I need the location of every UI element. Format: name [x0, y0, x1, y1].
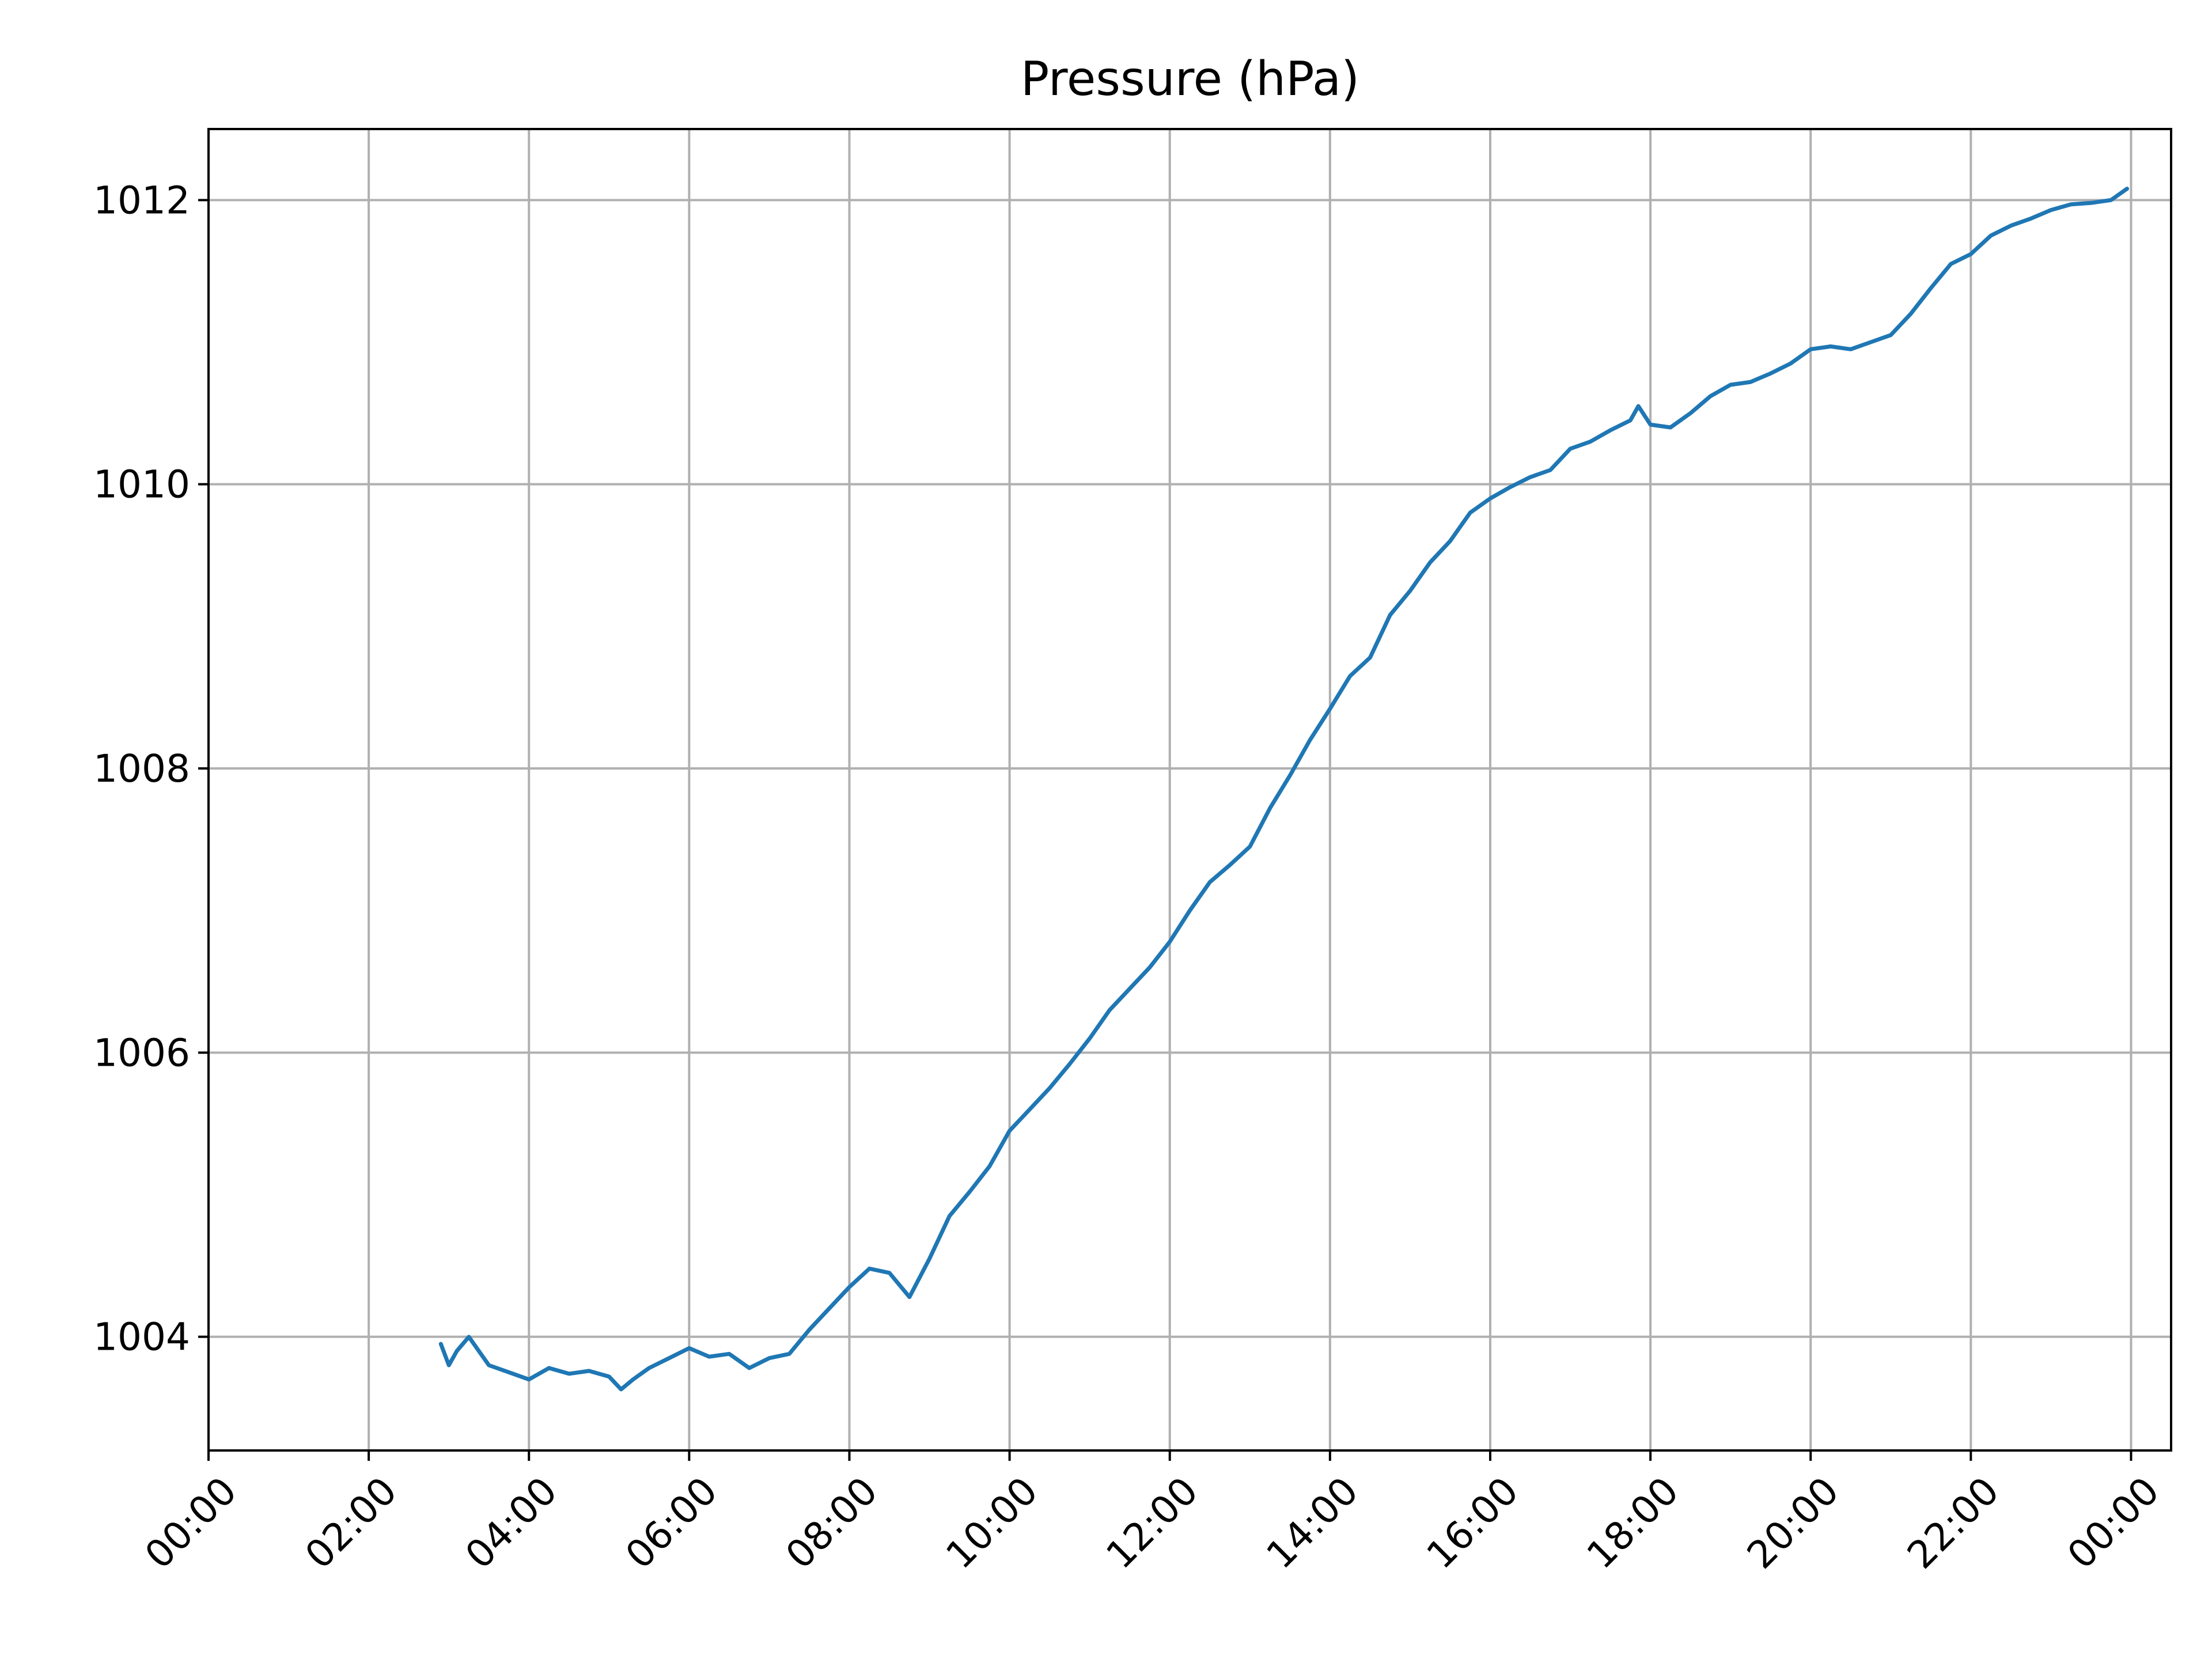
pressure-series-line [438, 187, 2129, 1392]
plot-area [438, 187, 2129, 1392]
y-tick-label: 1004 [93, 1315, 190, 1359]
axes-frame [207, 128, 2172, 1452]
y-axis-ticks: 1004 1006 1008 1010 1012 [93, 178, 209, 1359]
y-tick-label: 1012 [93, 178, 190, 222]
chart-title: Pressure (hPa) [1021, 52, 1359, 107]
y-tick-label: 1006 [93, 1031, 190, 1075]
y-tick-label: 1010 [93, 463, 190, 507]
y-tick-label: 1008 [93, 747, 190, 791]
